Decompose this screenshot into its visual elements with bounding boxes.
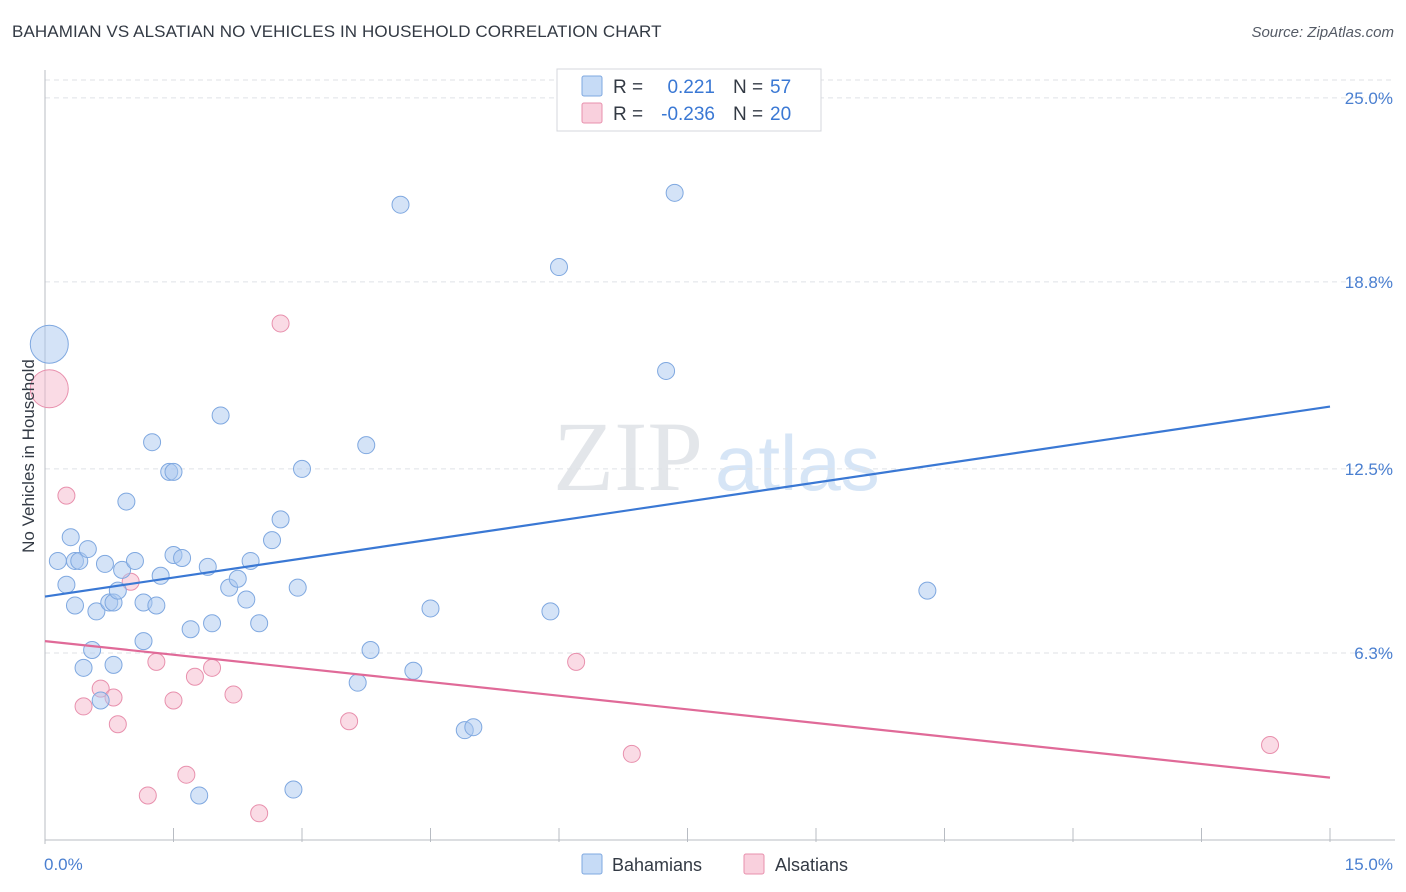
bottom-legend-label-bahamians: Bahamians bbox=[612, 855, 702, 875]
bahamians-point-17 bbox=[113, 560, 132, 579]
legend-n-label-2: N = bbox=[733, 104, 763, 125]
alsatians-point-1 bbox=[57, 486, 76, 505]
y-tick-label-2: 18.8% bbox=[1345, 273, 1393, 292]
bahamians-point-8 bbox=[78, 540, 97, 559]
legend-r-value-2: -0.236 bbox=[661, 104, 715, 125]
bahamians-point-20 bbox=[134, 632, 153, 651]
legend-n-value-2: 20 bbox=[770, 104, 791, 125]
alsatians-point-18 bbox=[622, 744, 641, 763]
legend-r-value-1: 0.221 bbox=[667, 77, 715, 98]
legend-n-value-1: 57 bbox=[770, 77, 791, 98]
bahamians-point-32 bbox=[203, 614, 222, 633]
bahamians-point-48 bbox=[404, 661, 423, 680]
bahamians-point-22 bbox=[143, 433, 162, 452]
data-points bbox=[29, 183, 1280, 823]
alsatians-trend-line bbox=[44, 639, 1331, 779]
legend-swatch-bahamians bbox=[581, 75, 603, 97]
bahamians-point-29 bbox=[181, 620, 200, 639]
bahamians-point-23 bbox=[147, 596, 166, 615]
alsatians-point-7 bbox=[138, 786, 157, 805]
bahamians-point-41 bbox=[284, 780, 303, 799]
bottom-legend-swatch-bahamians bbox=[581, 853, 603, 875]
alsatians-point-11 bbox=[185, 667, 204, 686]
alsatians-point-5 bbox=[108, 715, 127, 734]
alsatians-point-16 bbox=[340, 712, 359, 731]
alsatians-point-19 bbox=[1261, 736, 1280, 754]
x-tick-label-max: 15.0% bbox=[1345, 855, 1393, 874]
bahamians-point-56 bbox=[918, 581, 937, 600]
bahamians-point-33 bbox=[211, 406, 230, 425]
bahamians-point-42 bbox=[288, 578, 307, 597]
bahamians-point-19 bbox=[125, 551, 144, 570]
legend-n-label-1: N = bbox=[733, 77, 763, 98]
bahamians-point-47 bbox=[391, 195, 410, 214]
alsatians-point-17 bbox=[567, 652, 586, 671]
bahamians-point-9 bbox=[83, 641, 102, 659]
bahamians-point-26 bbox=[164, 462, 183, 481]
bahamians-point-40 bbox=[271, 510, 290, 529]
bahamians-point-14 bbox=[104, 655, 123, 674]
bahamians-point-39 bbox=[263, 531, 282, 550]
axes bbox=[44, 70, 1395, 844]
alsatians-point-10 bbox=[177, 765, 196, 784]
y-axis-label: No Vehicles in Household bbox=[19, 359, 38, 553]
bahamians-point-46 bbox=[361, 641, 380, 659]
bahamians-point-36 bbox=[237, 590, 256, 609]
bahamians-point-55 bbox=[665, 183, 684, 202]
legend-r-label-2: R = bbox=[613, 104, 643, 125]
bahamians-point-54 bbox=[657, 361, 676, 380]
bahamians-point-38 bbox=[250, 614, 269, 633]
bahamians-point-53 bbox=[550, 258, 568, 277]
bahamians-point-6 bbox=[65, 596, 84, 615]
alsatians-point-2 bbox=[74, 697, 93, 716]
bahamians-point-1 bbox=[48, 551, 67, 570]
y-tick-label-3: 25.0% bbox=[1345, 89, 1393, 108]
x-ticks bbox=[44, 828, 1331, 842]
bahamians-point-12 bbox=[95, 554, 114, 573]
y-tick-label-0: 6.3% bbox=[1354, 644, 1393, 663]
trend-lines bbox=[44, 405, 1331, 779]
watermark-zip: ZIP bbox=[553, 401, 703, 512]
alsatians-point-13 bbox=[224, 685, 243, 704]
legend: R = 0.221 N = 57 R = -0.236 N = 20 bbox=[556, 68, 822, 132]
legend-swatch-alsatians bbox=[581, 102, 603, 124]
alsatians-point-12 bbox=[203, 658, 222, 677]
bahamians-point-28 bbox=[173, 548, 192, 567]
bahamians-point-49 bbox=[421, 599, 440, 618]
alsatians-point-9 bbox=[164, 691, 183, 710]
bahamians-trend-line bbox=[44, 405, 1331, 598]
bottom-legend-swatch-alsatians bbox=[743, 853, 765, 875]
bahamians-point-30 bbox=[190, 786, 209, 805]
bahamians-point-10 bbox=[87, 602, 106, 621]
bahamians-point-43 bbox=[293, 459, 311, 478]
bahamians-point-24 bbox=[151, 566, 170, 585]
bahamians-point-3 bbox=[61, 528, 80, 547]
y-tick-labels: 6.3% 12.5% 18.8% 25.0% bbox=[1345, 89, 1393, 663]
bottom-legend-label-alsatians: Alsatians bbox=[775, 855, 848, 875]
alsatians-point-0 bbox=[29, 369, 69, 409]
alsatians-point-8 bbox=[147, 652, 166, 671]
bahamians-point-35 bbox=[228, 569, 247, 588]
bahamians-point-11 bbox=[91, 691, 110, 710]
x-tick-label-min: 0.0% bbox=[44, 855, 83, 874]
bahamians-point-0 bbox=[29, 324, 69, 364]
bahamians-point-52 bbox=[541, 602, 560, 621]
bahamians-point-2 bbox=[57, 575, 76, 594]
y-tick-label-1: 12.5% bbox=[1345, 460, 1393, 479]
alsatians-point-14 bbox=[250, 804, 269, 823]
bahamians-point-44 bbox=[348, 673, 367, 692]
bahamians-point-18 bbox=[117, 492, 136, 511]
bahamians-point-45 bbox=[357, 436, 376, 455]
chart-title: BAHAMIAN VS ALSATIAN NO VEHICLES IN HOUS… bbox=[12, 22, 662, 41]
bahamians-point-51 bbox=[464, 718, 483, 737]
bottom-legend: Bahamians Alsatians bbox=[581, 853, 848, 875]
alsatians-point-15 bbox=[271, 314, 290, 333]
source-label: Source: ZipAtlas.com bbox=[1251, 24, 1394, 41]
legend-r-label-1: R = bbox=[613, 77, 643, 98]
bahamians-point-7 bbox=[74, 658, 93, 677]
